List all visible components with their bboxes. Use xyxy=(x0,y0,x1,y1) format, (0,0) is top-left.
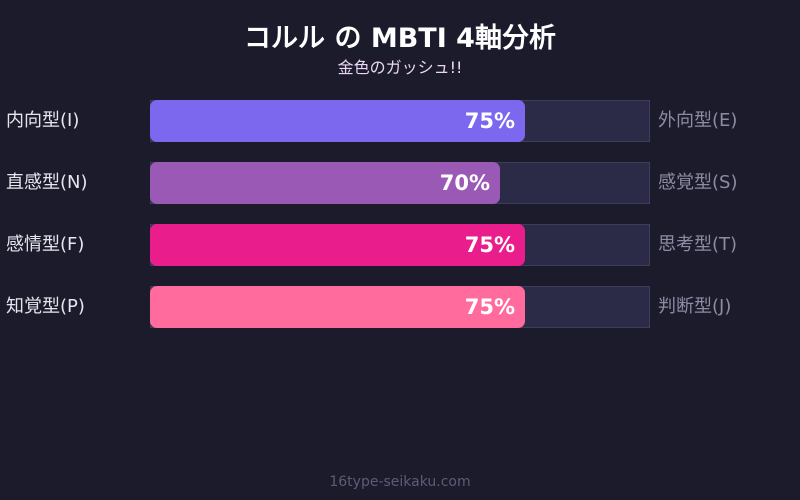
bar-fill xyxy=(150,286,525,328)
right-trait-label: 判断型(J) xyxy=(658,296,732,317)
bar-fill xyxy=(150,162,500,204)
chart-title: コルル の MBTI 4軸分析 xyxy=(244,23,556,54)
bar-value-label: 75% xyxy=(464,233,515,257)
bar-value-label: 70% xyxy=(439,171,490,195)
left-trait-label: 直感型(N) xyxy=(6,172,88,193)
footer-source: 16type-seikaku.com xyxy=(329,474,471,490)
bar-row: 知覚型(P) 75% 判断型(J) xyxy=(0,286,800,328)
chart-subtitle: 金色のガッシュ!! xyxy=(337,58,463,77)
bar-fill xyxy=(150,224,525,266)
bar-row: 内向型(I) 75% 外向型(E) xyxy=(0,100,800,142)
right-trait-label: 外向型(E) xyxy=(658,110,738,131)
right-trait-label: 思考型(T) xyxy=(658,234,738,255)
bar-value-label: 75% xyxy=(464,109,515,133)
bar-row: 感情型(F) 75% 思考型(T) xyxy=(0,224,800,266)
left-trait-label: 内向型(I) xyxy=(6,110,80,131)
bar-value-label: 75% xyxy=(464,295,515,319)
left-trait-label: 知覚型(P) xyxy=(6,296,85,317)
bar-fill xyxy=(150,100,525,142)
right-trait-label: 感覚型(S) xyxy=(658,172,738,193)
bar-row: 直感型(N) 70% 感覚型(S) xyxy=(0,162,800,204)
left-trait-label: 感情型(F) xyxy=(6,234,85,255)
